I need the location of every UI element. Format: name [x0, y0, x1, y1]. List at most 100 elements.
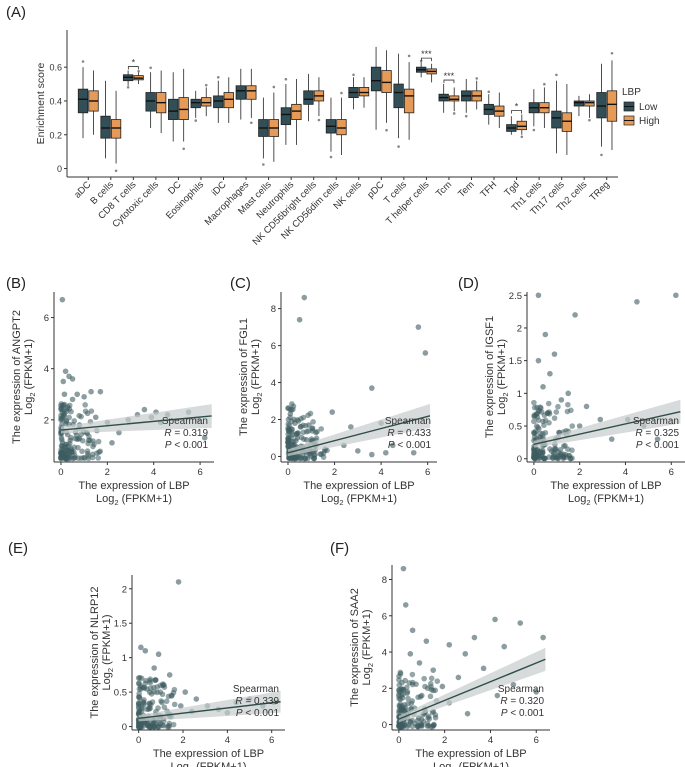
box-outlier: [126, 85, 130, 89]
scatter-point: [149, 699, 156, 705]
regression-line: [60, 415, 212, 431]
scatter-point: [540, 430, 546, 437]
legend: LBP Low High: [622, 87, 660, 127]
x-axis-subtitle: Log2 (FPKM+1): [321, 493, 397, 507]
scatter-point: [90, 438, 96, 444]
box-high: [178, 97, 189, 120]
scatter-point: [60, 407, 67, 414]
scatter-point: [531, 418, 537, 425]
scatter-point: [303, 437, 310, 443]
box-low: [573, 100, 585, 107]
scatter-point: [542, 331, 549, 338]
scatter-point: [151, 665, 157, 671]
scatter-point: [405, 700, 411, 707]
x-tick-label: 0: [396, 735, 401, 746]
y-tick-label: 6: [382, 611, 387, 622]
panel-label-e: (E): [8, 540, 28, 557]
scatter-point: [494, 692, 501, 699]
x-tick-label: 6: [197, 467, 202, 478]
box-outlier: [216, 76, 220, 79]
scatter-point: [565, 446, 571, 452]
scatter-point: [565, 401, 571, 408]
scatter-point: [170, 721, 177, 728]
x-tick-label: Tcm: [434, 179, 454, 199]
x-tick-label: Tem: [456, 179, 477, 200]
stat-r-value: R = 0.339: [235, 696, 279, 707]
scatter-point: [355, 448, 361, 454]
scatter-point: [61, 391, 68, 398]
scatter-point: [84, 450, 91, 457]
scatter-point: [58, 450, 64, 457]
x-tick-label: 2: [105, 467, 110, 478]
scatter-point: [541, 455, 548, 462]
y-tick-label: 1.5: [114, 619, 127, 630]
scatter-point: [310, 419, 316, 425]
scatter-point: [396, 707, 403, 713]
scatter-point: [414, 723, 421, 729]
scatter-point: [551, 415, 558, 421]
y-tick-label: 4: [382, 648, 387, 659]
box-high: [110, 119, 122, 139]
significance-bracket: [420, 57, 432, 62]
stat-r-value: R = 0.320: [500, 696, 544, 707]
scatter-point: [177, 703, 184, 709]
stat-p-value: P < 0.001: [636, 440, 680, 451]
scatter-point: [95, 455, 101, 461]
box-high: [201, 97, 212, 107]
scatter-point: [428, 683, 434, 690]
x-axis-subtitle: Log2 (FPKM+1): [96, 493, 172, 507]
y-axis-subtitle: Log2 (FPKM+1): [23, 339, 37, 415]
scatter-point: [301, 294, 308, 301]
box-low: [303, 90, 314, 105]
scatter-point: [92, 414, 99, 421]
scatter-point: [422, 683, 428, 690]
scatter-point: [289, 442, 296, 449]
box-outlier: [407, 54, 411, 58]
scatter-point: [409, 627, 416, 634]
box-low: [145, 92, 156, 112]
y-axis-title: The expression of SAA2: [349, 588, 361, 707]
scatter-point: [60, 378, 67, 385]
box-high: [358, 87, 370, 97]
scatter-point: [535, 357, 542, 364]
scatter-point: [65, 404, 71, 410]
x-tick-label: DC: [166, 179, 184, 197]
x-axis-title: The expression of LBP: [415, 748, 526, 760]
scatter-point: [446, 641, 453, 648]
scatter-point: [537, 448, 544, 455]
y-tick-label: 2.5: [509, 291, 522, 302]
scatter-point: [540, 634, 546, 641]
y-tick-label: 8: [271, 304, 276, 315]
scatter-point: [547, 370, 553, 377]
scatter-point: [405, 695, 411, 702]
stat-method: Spearman: [233, 684, 279, 695]
scatter-point: [97, 388, 104, 395]
scatter-point: [608, 436, 615, 442]
box-outlier: [284, 77, 288, 81]
y-axis-title: The expression of FGL1: [238, 318, 250, 436]
scatter-point: [416, 660, 423, 666]
scatter-point: [61, 413, 68, 419]
regression-line: [533, 410, 681, 446]
box-outlier: [329, 155, 333, 159]
scatter-point: [533, 423, 540, 429]
scatter-point: [329, 409, 336, 415]
box-low: [596, 92, 607, 119]
y-tick-label: 1: [517, 389, 522, 400]
scatter-point: [554, 455, 560, 461]
scatter-point: [169, 692, 175, 699]
stat-r-value: R = 0.319: [164, 428, 208, 439]
y-axis-title: The expression of ANGPT2: [11, 310, 23, 444]
box-low: [213, 95, 224, 109]
box-high: [403, 88, 415, 114]
scatter-point: [164, 724, 171, 730]
scatter-point: [548, 448, 555, 454]
scatter-point: [306, 450, 313, 457]
scatter-point: [546, 420, 552, 426]
scatter-point: [79, 437, 86, 444]
y-tick-label: 0: [122, 722, 127, 733]
scatter-point: [455, 674, 462, 681]
scatter-point: [135, 675, 142, 681]
x-tick-label: 0: [531, 467, 536, 478]
